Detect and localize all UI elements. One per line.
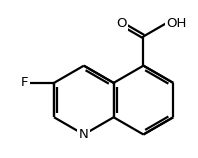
Text: O: O xyxy=(116,17,126,30)
Text: OH: OH xyxy=(166,17,186,30)
Text: N: N xyxy=(79,128,89,141)
Text: F: F xyxy=(21,76,29,89)
